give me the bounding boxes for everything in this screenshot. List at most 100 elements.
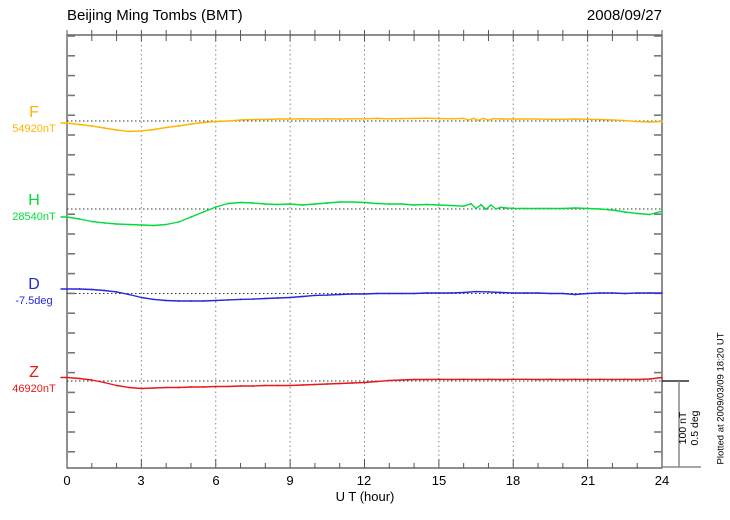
trace-point-H [338, 201, 341, 203]
component-letter-F: F [29, 104, 39, 121]
trace-point-Z [152, 387, 155, 389]
trace-point-H [561, 207, 564, 210]
component-label-D: D -7.5deg [4, 276, 64, 307]
trace-point-H [140, 224, 143, 226]
trace-point-Z [524, 378, 527, 381]
trace-point-H [512, 207, 515, 210]
trace-point-H [363, 201, 366, 204]
trace-point-F [450, 117, 453, 120]
trace-point-F [599, 118, 601, 121]
trace-point-Z [450, 378, 453, 381]
trace-point-H [599, 208, 601, 210]
trace-point-D [128, 293, 130, 296]
trace-point-F [376, 117, 378, 120]
trace-point-D [227, 299, 230, 301]
trace-point-Z [376, 380, 378, 383]
trace-point-H [227, 202, 230, 205]
trace-point-D [475, 290, 477, 293]
trace-point-Z [661, 376, 663, 379]
trace-point-D [140, 296, 143, 299]
trace-point-D [264, 297, 267, 300]
trace-point-D [152, 298, 155, 301]
trace-point-Z [611, 378, 614, 381]
trace-point-D [599, 292, 601, 294]
trace-point-H [66, 216, 68, 218]
trace-point-D [462, 291, 465, 294]
trace-point-Z [623, 378, 626, 381]
trace-point-D [363, 293, 366, 295]
trace-point-H [462, 205, 465, 208]
trace-point-F [190, 123, 192, 125]
trace-point-Z [351, 382, 353, 384]
trace-point-Z [140, 387, 143, 390]
trace-point-F [400, 117, 403, 120]
trace-point-D [314, 294, 316, 297]
trace-point-D [177, 300, 180, 302]
trace-point-F [152, 128, 155, 131]
x-tick-label-3: 3 [137, 473, 145, 488]
trace-point-F [549, 118, 552, 121]
trace-point-H [574, 207, 577, 209]
trace-point-F [289, 118, 291, 120]
trace-point-F [90, 125, 93, 127]
trace-point-F [227, 120, 230, 122]
trace-point-D [611, 292, 614, 294]
trace-point-H [326, 202, 329, 204]
trace-point-D [190, 300, 192, 302]
trace-point-D [66, 288, 68, 290]
trace-point-F [500, 118, 502, 120]
component-basevalue-H: 28540nT [12, 211, 56, 223]
trace-point-Z [549, 378, 552, 381]
trace-point-H [314, 203, 316, 205]
x-tick-label-18: 18 [505, 473, 521, 488]
trace-point-H [276, 203, 279, 206]
trace-point-D [276, 297, 279, 299]
trace-point-D [326, 294, 329, 296]
trace-point-H [115, 223, 118, 225]
trace-point-H [202, 211, 205, 213]
scale-bar-label-nt: 100 nT [677, 411, 689, 445]
trace-point-H [537, 207, 539, 210]
trace-point-F [561, 118, 564, 121]
trace-point-F [363, 117, 366, 120]
component-label-H: H 28540nT [4, 192, 64, 223]
trace-point-H [485, 208, 487, 211]
trace-point-F [611, 119, 614, 121]
trace-point-D [202, 300, 205, 302]
x-tick-label-21: 21 [580, 473, 596, 488]
trace-point-Z [400, 379, 403, 381]
trace-point-H [301, 204, 304, 206]
trace-point-Z [314, 383, 316, 386]
plotted-at-note: Plotted at 2009/03/09 18:20 UT [715, 332, 727, 465]
scale-bar-label: 100 nT 0.5 deg [677, 385, 702, 471]
trace-point-D [214, 299, 217, 302]
trace-point-D [574, 293, 577, 296]
trace-point-H [413, 204, 415, 206]
trace-point-F [239, 119, 242, 121]
trace-point-H [90, 220, 93, 223]
trace-point-H [103, 222, 106, 224]
trace-point-F [202, 121, 205, 124]
trace-point-D [450, 292, 453, 294]
component-label-F: F 54920nT [4, 104, 64, 135]
trace-point-D [115, 291, 118, 293]
trace-point-F [512, 118, 515, 120]
x-tick-label-0: 0 [63, 473, 71, 488]
trace-point-D [376, 292, 378, 295]
trace-point-F [482, 117, 485, 120]
trace-point-F [492, 117, 495, 120]
trace-point-Z [264, 384, 267, 387]
trace-point-H [289, 203, 291, 205]
trace-point-H [524, 207, 527, 210]
component-label-Z: Z 46920nT [4, 364, 64, 395]
trace-point-Z [78, 377, 81, 380]
trace-point-D [289, 296, 291, 299]
component-basevalue-Z: 46920nT [12, 383, 56, 395]
component-letter-Z: Z [29, 364, 39, 381]
trace-point-H [128, 223, 130, 226]
trace-point-Z [574, 378, 577, 381]
trace-point-H [504, 207, 507, 209]
trace-point-F [537, 118, 539, 120]
trace-point-D [103, 289, 106, 292]
trace-point-H [623, 211, 626, 213]
